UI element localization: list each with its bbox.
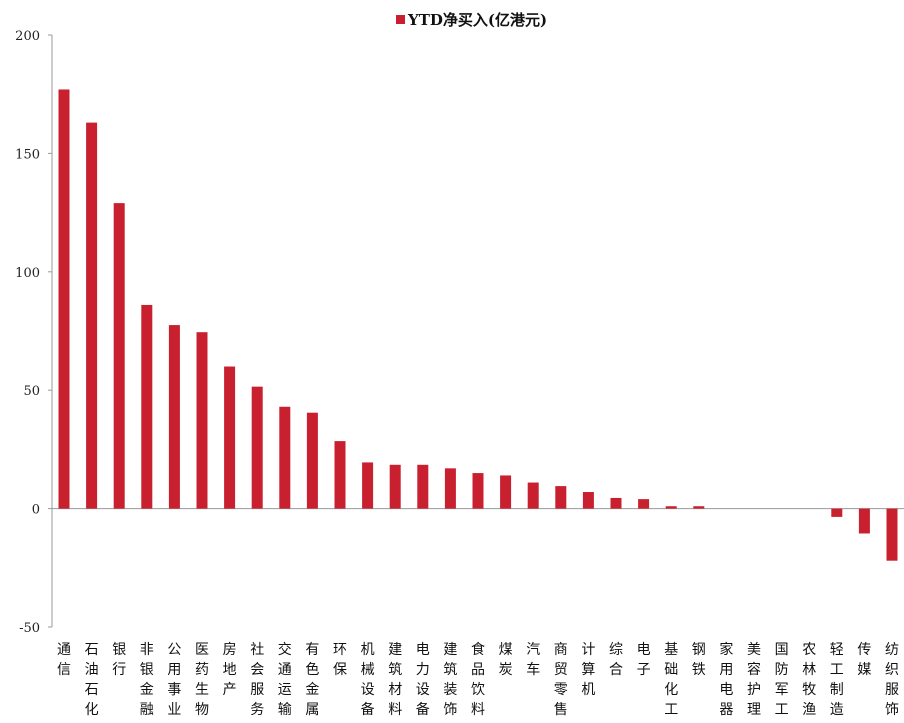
bar — [362, 462, 374, 509]
legend: YTD净买入(亿港元) — [396, 11, 547, 29]
x-category-label: 农林牧渔 — [802, 642, 816, 718]
x-category-label: 房地产 — [223, 642, 237, 698]
bar — [251, 386, 263, 509]
x-category-label: 石油石化 — [85, 642, 99, 718]
bar — [886, 508, 898, 561]
x-category-label: 基础化工 — [664, 641, 678, 718]
bar — [582, 492, 594, 509]
x-category-label: 煤炭 — [499, 642, 513, 678]
bar — [472, 473, 484, 509]
x-category-label: 国防军工 — [775, 642, 789, 718]
bar — [444, 468, 456, 509]
bar — [610, 497, 622, 509]
bar — [58, 89, 70, 509]
bar — [279, 406, 291, 509]
bar — [306, 412, 318, 509]
legend-label: YTD净买入(亿港元) — [407, 11, 547, 29]
x-category-label: 公用事业 — [167, 642, 181, 718]
bar — [389, 464, 401, 509]
bar — [831, 508, 843, 517]
bar — [168, 325, 180, 509]
x-category-label: 电子 — [637, 642, 651, 678]
x-category-label: 有色金属 — [305, 642, 319, 718]
x-category-label: 纺织服饰 — [885, 642, 899, 718]
x-category-label: 机械设备 — [361, 642, 375, 718]
x-category-label: 建筑装饰 — [443, 642, 457, 718]
legend-swatch — [396, 15, 405, 24]
y-tick-label: 0 — [32, 503, 40, 518]
bar — [858, 508, 870, 534]
x-category-label: 医药生物 — [195, 642, 209, 718]
x-category-label: 家用电器 — [719, 641, 733, 718]
x-category-label: 商贸零售 — [554, 642, 568, 718]
x-category-label: 建筑材料 — [388, 642, 402, 718]
x-category-label: 轻工制造 — [830, 642, 844, 718]
bar — [500, 475, 512, 509]
x-category-label: 银行 — [112, 642, 126, 678]
x-category-label: 综合 — [609, 642, 623, 678]
y-tick-label: 100 — [15, 266, 40, 281]
bar — [141, 304, 153, 509]
x-category-label: 食品饮料 — [471, 641, 485, 718]
bar — [224, 366, 236, 509]
x-category-label: 汽车 — [526, 642, 540, 678]
y-tick-label: 50 — [23, 384, 40, 399]
x-category-label: 交通运输 — [278, 641, 292, 718]
x-category-label: 通信 — [57, 642, 71, 678]
bar — [113, 203, 125, 509]
bar — [527, 482, 539, 509]
x-category-label: 美容护理 — [747, 642, 761, 718]
x-category-label: 电力设备 — [416, 642, 430, 718]
x-category-label: 传媒 — [857, 642, 871, 678]
y-tick-label: 200 — [15, 29, 40, 44]
bar — [196, 332, 208, 509]
bar — [638, 499, 650, 509]
x-category-label: 非银金融 — [140, 642, 154, 718]
bar — [334, 441, 346, 509]
x-category-label: 环保 — [333, 642, 347, 678]
x-category-label: 社会服务 — [250, 642, 264, 718]
y-tick-label: -50 — [19, 621, 40, 636]
bar — [555, 486, 567, 509]
bar — [665, 506, 677, 509]
bar — [693, 506, 705, 509]
x-category-label: 计算机 — [581, 642, 595, 698]
y-tick-label: 150 — [15, 147, 40, 162]
bar — [417, 464, 429, 509]
x-category-label: 钢铁 — [692, 642, 706, 678]
bar — [86, 122, 98, 509]
